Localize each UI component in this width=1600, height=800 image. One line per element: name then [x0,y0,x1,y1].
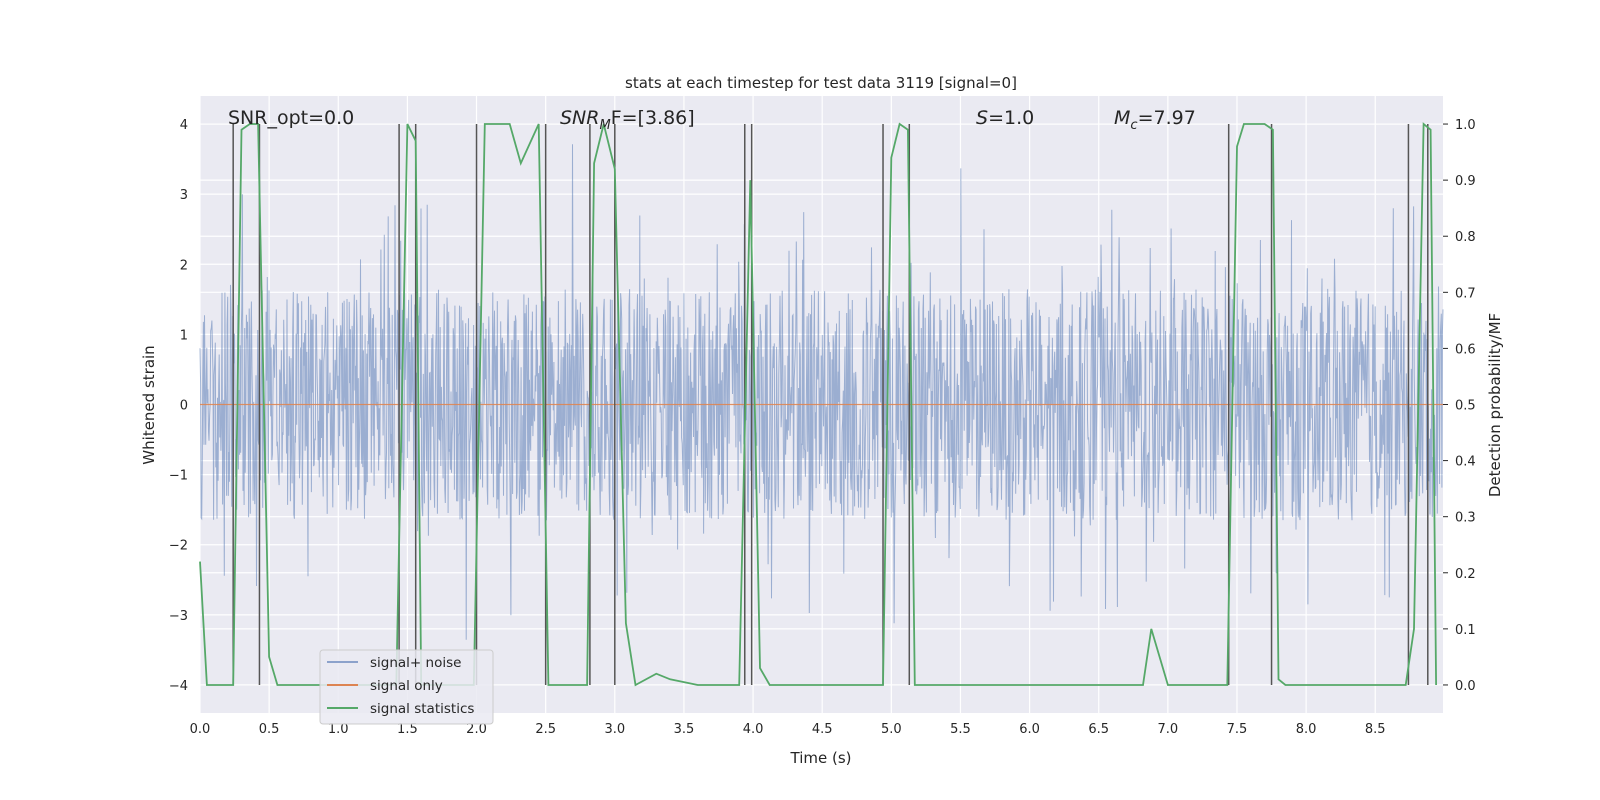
x-axis-label: Time (s) [790,749,852,767]
x-tick-label: 2.0 [466,722,487,737]
annotation-mc: Mc=7.97 [1114,107,1196,133]
y-axis-label-right: Detection probability/MF [1486,313,1504,497]
y-right-tick-label: 0.7 [1455,286,1476,301]
y-right-tick-label: 1.0 [1455,118,1476,133]
y-left-tick-label: 4 [180,118,188,133]
x-tick-label: 8.5 [1365,722,1386,737]
y-left-tick-label: −2 [169,539,188,554]
y-right-tick-label: 0.8 [1455,230,1476,245]
y-right-tick-label: 0.5 [1455,399,1476,414]
chart-title: stats at each timestep for test data 311… [625,74,1017,92]
x-tick-label: 5.5 [950,722,971,737]
x-tick-label: 1.0 [328,722,349,737]
y-right-tick-label: 0.3 [1455,511,1476,526]
y-axis-label-left: Whitened strain [140,345,158,464]
stats-series [199,122,1437,687]
y-left-tick-labels: −4 −3 −2 −1 0 1 2 3 4 [169,118,188,694]
x-tick-label: 3.0 [604,722,625,737]
y-left-tick-label: 0 [180,399,188,414]
noise-line [199,144,1444,640]
y-left-tick-label: 3 [180,188,188,203]
annotation-s: S=1.0 [976,107,1034,129]
legend-label-noise: signal+ noise [370,655,461,671]
y-left-tick-label: −1 [169,469,188,484]
x-tick-labels: 0.0 0.5 1.0 1.5 2.0 2.5 3.0 3.5 4.0 4.5 5.0 5.5 6.0 6… [190,722,1386,737]
x-tick-label: 1.5 [397,722,418,737]
y-left-tick-label: 1 [180,328,188,343]
x-tick-label: 2.5 [535,722,556,737]
x-tick-label: 4.5 [812,722,833,737]
x-tick-label: 4.0 [743,722,764,737]
y-right-tick-label: 0.0 [1455,679,1476,694]
annotation-snr-opt: SNR_opt=0.0 [228,107,354,129]
legend-label-signal: signal only [370,678,443,694]
y-right-tick-label: 0.2 [1455,567,1476,582]
signal-statistics-line [199,122,1437,687]
x-tick-label: 5.0 [881,722,902,737]
legend-box [319,649,494,725]
y-left-tick-label: −3 [169,609,188,624]
y-right-tick-label: 0.6 [1455,342,1476,357]
legend: signal+ noise signal only signal statist… [319,649,494,725]
x-tick-label: 7.0 [1158,722,1179,737]
x-tick-label: 3.5 [674,722,695,737]
legend-label-stats: signal statistics [370,701,474,717]
x-tick-label: 6.5 [1088,722,1109,737]
x-tick-label: 6.0 [1019,722,1040,737]
x-tick-label: 8.0 [1296,722,1317,737]
noise-series [199,144,1444,640]
y-left-tick-label: −4 [169,679,188,694]
x-tick-label: 7.5 [1227,722,1248,737]
x-tick-label: 0.0 [190,722,211,737]
y-left-tick-label: 2 [180,258,188,273]
y-right-tick-label: 0.1 [1455,623,1476,638]
y-right-tick-label: 0.4 [1455,455,1476,470]
annotation-snr-mf: SNRMF=[3.86] [560,107,695,133]
y-right-tick-labels: 0.0 0.1 0.2 0.3 0.4 0.5 0.6 0.7 0.8 0.9 1.0 [1443,118,1476,694]
y-right-tick-label: 0.9 [1455,174,1476,189]
x-tick-label: 0.5 [259,722,280,737]
